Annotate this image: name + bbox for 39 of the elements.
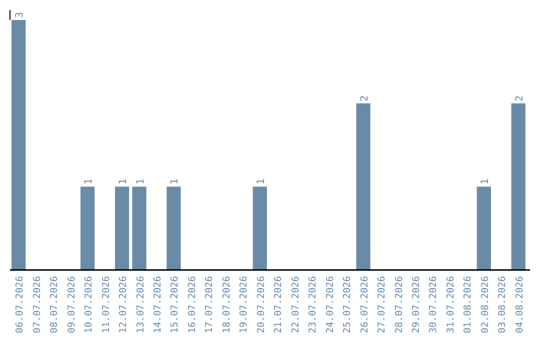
x-tick-label: 29.07.2026 — [410, 276, 422, 334]
x-tick-label: 23.07.2026 — [308, 276, 319, 334]
x-tick-label: 04.08.2026 — [514, 276, 526, 334]
data-label: 1 — [170, 178, 181, 185]
x-tick-label: 21.07.2026 — [273, 276, 284, 334]
x-tick-label: 11.07.2026 — [100, 276, 112, 334]
x-tick-label: 01.08.2026 — [462, 276, 474, 334]
data-label: 1 — [135, 178, 146, 185]
data-label: 2 — [514, 95, 526, 102]
x-tick-label: 03.08.2026 — [497, 276, 508, 334]
x-tick-label: 07.07.2026 — [32, 276, 43, 334]
data-label: 2 — [359, 95, 370, 102]
x-tick-label: 27.07.2026 — [376, 276, 388, 334]
x-tick-label: 22.07.2026 — [290, 276, 302, 334]
x-tick-label: 09.07.2026 — [66, 276, 78, 334]
x-tick-label: 18.07.2026 — [221, 276, 232, 334]
x-tick-label: 14.07.2026 — [152, 276, 164, 334]
x-tick-label: 13.07.2026 — [135, 276, 146, 334]
x-tick-label: 31.07.2026 — [445, 276, 456, 334]
x-tick-label: 10.07.2026 — [84, 276, 95, 334]
x-tick-label: 24.07.2026 — [324, 276, 336, 334]
x-tick-label: 06.07.2026 — [14, 276, 26, 334]
data-label: 3 — [14, 12, 26, 18]
x-tick-label: 02.08.2026 — [480, 276, 491, 334]
data-label: 1 — [480, 178, 491, 185]
x-tick-label: 17.07.2026 — [204, 276, 216, 334]
x-tick-label: 15.07.2026 — [170, 276, 181, 334]
x-tick-label: 26.07.2026 — [359, 276, 370, 334]
data-label: 1 — [256, 178, 267, 185]
x-tick-label: 20.07.2026 — [256, 276, 267, 334]
data-label: 1 — [118, 178, 130, 185]
x-tick-label: 08.07.2026 — [49, 276, 60, 334]
x-tick-label: 12.07.2026 — [118, 276, 130, 334]
x-tick-label: 16.07.2026 — [186, 276, 198, 334]
x-tick-label: 19.07.2026 — [238, 276, 250, 334]
x-tick-label: 25.07.2026 — [342, 276, 354, 334]
data-label: 1 — [84, 178, 95, 185]
x-tick-label: 30.07.2026 — [428, 276, 440, 334]
x-tick-label: 28.07.2026 — [394, 276, 405, 334]
